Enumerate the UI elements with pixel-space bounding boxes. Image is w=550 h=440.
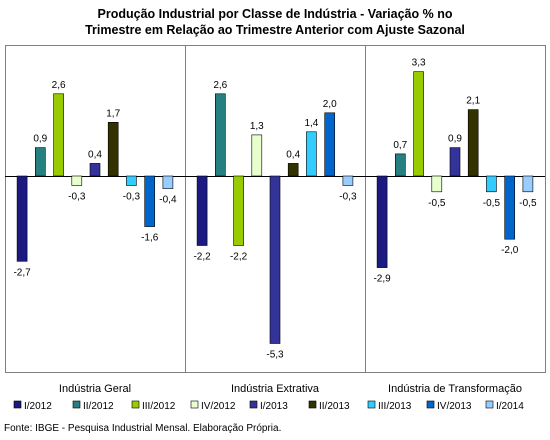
chart-title-line2: Trimestre em Relação ao Trimestre Anteri… (85, 23, 465, 37)
legend-swatch (190, 400, 199, 409)
legend-label: II/2012 (83, 401, 114, 412)
value-label: 0,9 (33, 134, 47, 145)
legend-label: II/2013 (319, 401, 350, 412)
value-label: 0,4 (88, 149, 102, 160)
value-label: -0,5 (519, 198, 537, 209)
value-label: 0,9 (448, 134, 462, 145)
value-label: -0,5 (428, 198, 446, 209)
group-label: Indústria Geral (59, 383, 131, 395)
value-label: -5,3 (266, 350, 284, 361)
plot-frame (5, 45, 546, 373)
bar (324, 112, 336, 177)
legend-swatch (426, 400, 435, 409)
bar (486, 175, 497, 193)
bar (431, 175, 443, 193)
bar (162, 175, 174, 189)
value-label: 2,1 (466, 96, 480, 107)
value-label: 1,3 (250, 121, 264, 132)
bar (251, 134, 263, 177)
group-label: Indústria de Transformação (388, 383, 522, 395)
legend-swatch (13, 400, 22, 409)
source-note: Fonte: IBGE - Pesquisa Industrial Mensal… (4, 423, 282, 434)
value-label: 1,7 (106, 108, 120, 119)
bar (144, 175, 155, 227)
bar (342, 175, 354, 186)
legend-label: III/2012 (142, 401, 176, 412)
legend-label: IV/2012 (201, 401, 236, 412)
bar (467, 109, 479, 177)
value-label: -2,7 (13, 267, 31, 278)
value-label: 0,7 (393, 140, 407, 151)
bar (233, 175, 244, 246)
legend-label: IV/2013 (437, 401, 472, 412)
legend-label: I/2014 (496, 401, 524, 412)
bar (53, 93, 64, 177)
bar (504, 175, 516, 240)
value-label: 0,4 (286, 149, 300, 160)
bar (71, 175, 83, 186)
bar (126, 175, 137, 186)
value-label: 2,6 (52, 80, 66, 91)
bar (107, 122, 119, 177)
value-label: -0,3 (339, 192, 357, 203)
legend-swatch (485, 400, 494, 409)
legend-swatch (72, 400, 81, 409)
value-label: 2,6 (213, 80, 227, 91)
bar (16, 175, 28, 262)
bar (287, 163, 299, 177)
legend-label: I/2013 (260, 401, 288, 412)
legend-label: I/2012 (24, 401, 52, 412)
bar (449, 147, 461, 177)
legend-swatch (249, 400, 258, 409)
bar (89, 163, 101, 177)
legend-swatch (131, 400, 140, 409)
bar (215, 93, 226, 177)
value-label: -0,4 (159, 195, 177, 206)
bar (376, 175, 388, 268)
value-label: 1,4 (304, 118, 318, 129)
legend-label: III/2013 (378, 401, 412, 412)
value-label: -2,0 (501, 245, 519, 256)
legend-swatch (367, 400, 376, 409)
bar (269, 175, 281, 344)
value-label: -1,6 (141, 233, 159, 244)
bar (196, 175, 208, 246)
value-label: -0,3 (123, 192, 141, 203)
bar (34, 147, 46, 177)
value-label: -2,9 (373, 274, 391, 285)
value-label: 3,3 (412, 58, 426, 69)
value-label: -2,2 (193, 252, 211, 263)
group-label: Indústria Extrativa (231, 383, 320, 395)
bar (522, 175, 534, 193)
bar (394, 153, 406, 177)
chart-title-line1: Produção Industrial por Classe de Indúst… (97, 7, 453, 21)
value-label: -0,3 (68, 192, 86, 203)
value-label: -2,2 (230, 252, 248, 263)
value-label: -0,5 (483, 198, 501, 209)
bar (413, 71, 424, 177)
bar (306, 131, 317, 177)
legend-swatch (308, 400, 317, 409)
value-label: 2,0 (323, 99, 337, 110)
